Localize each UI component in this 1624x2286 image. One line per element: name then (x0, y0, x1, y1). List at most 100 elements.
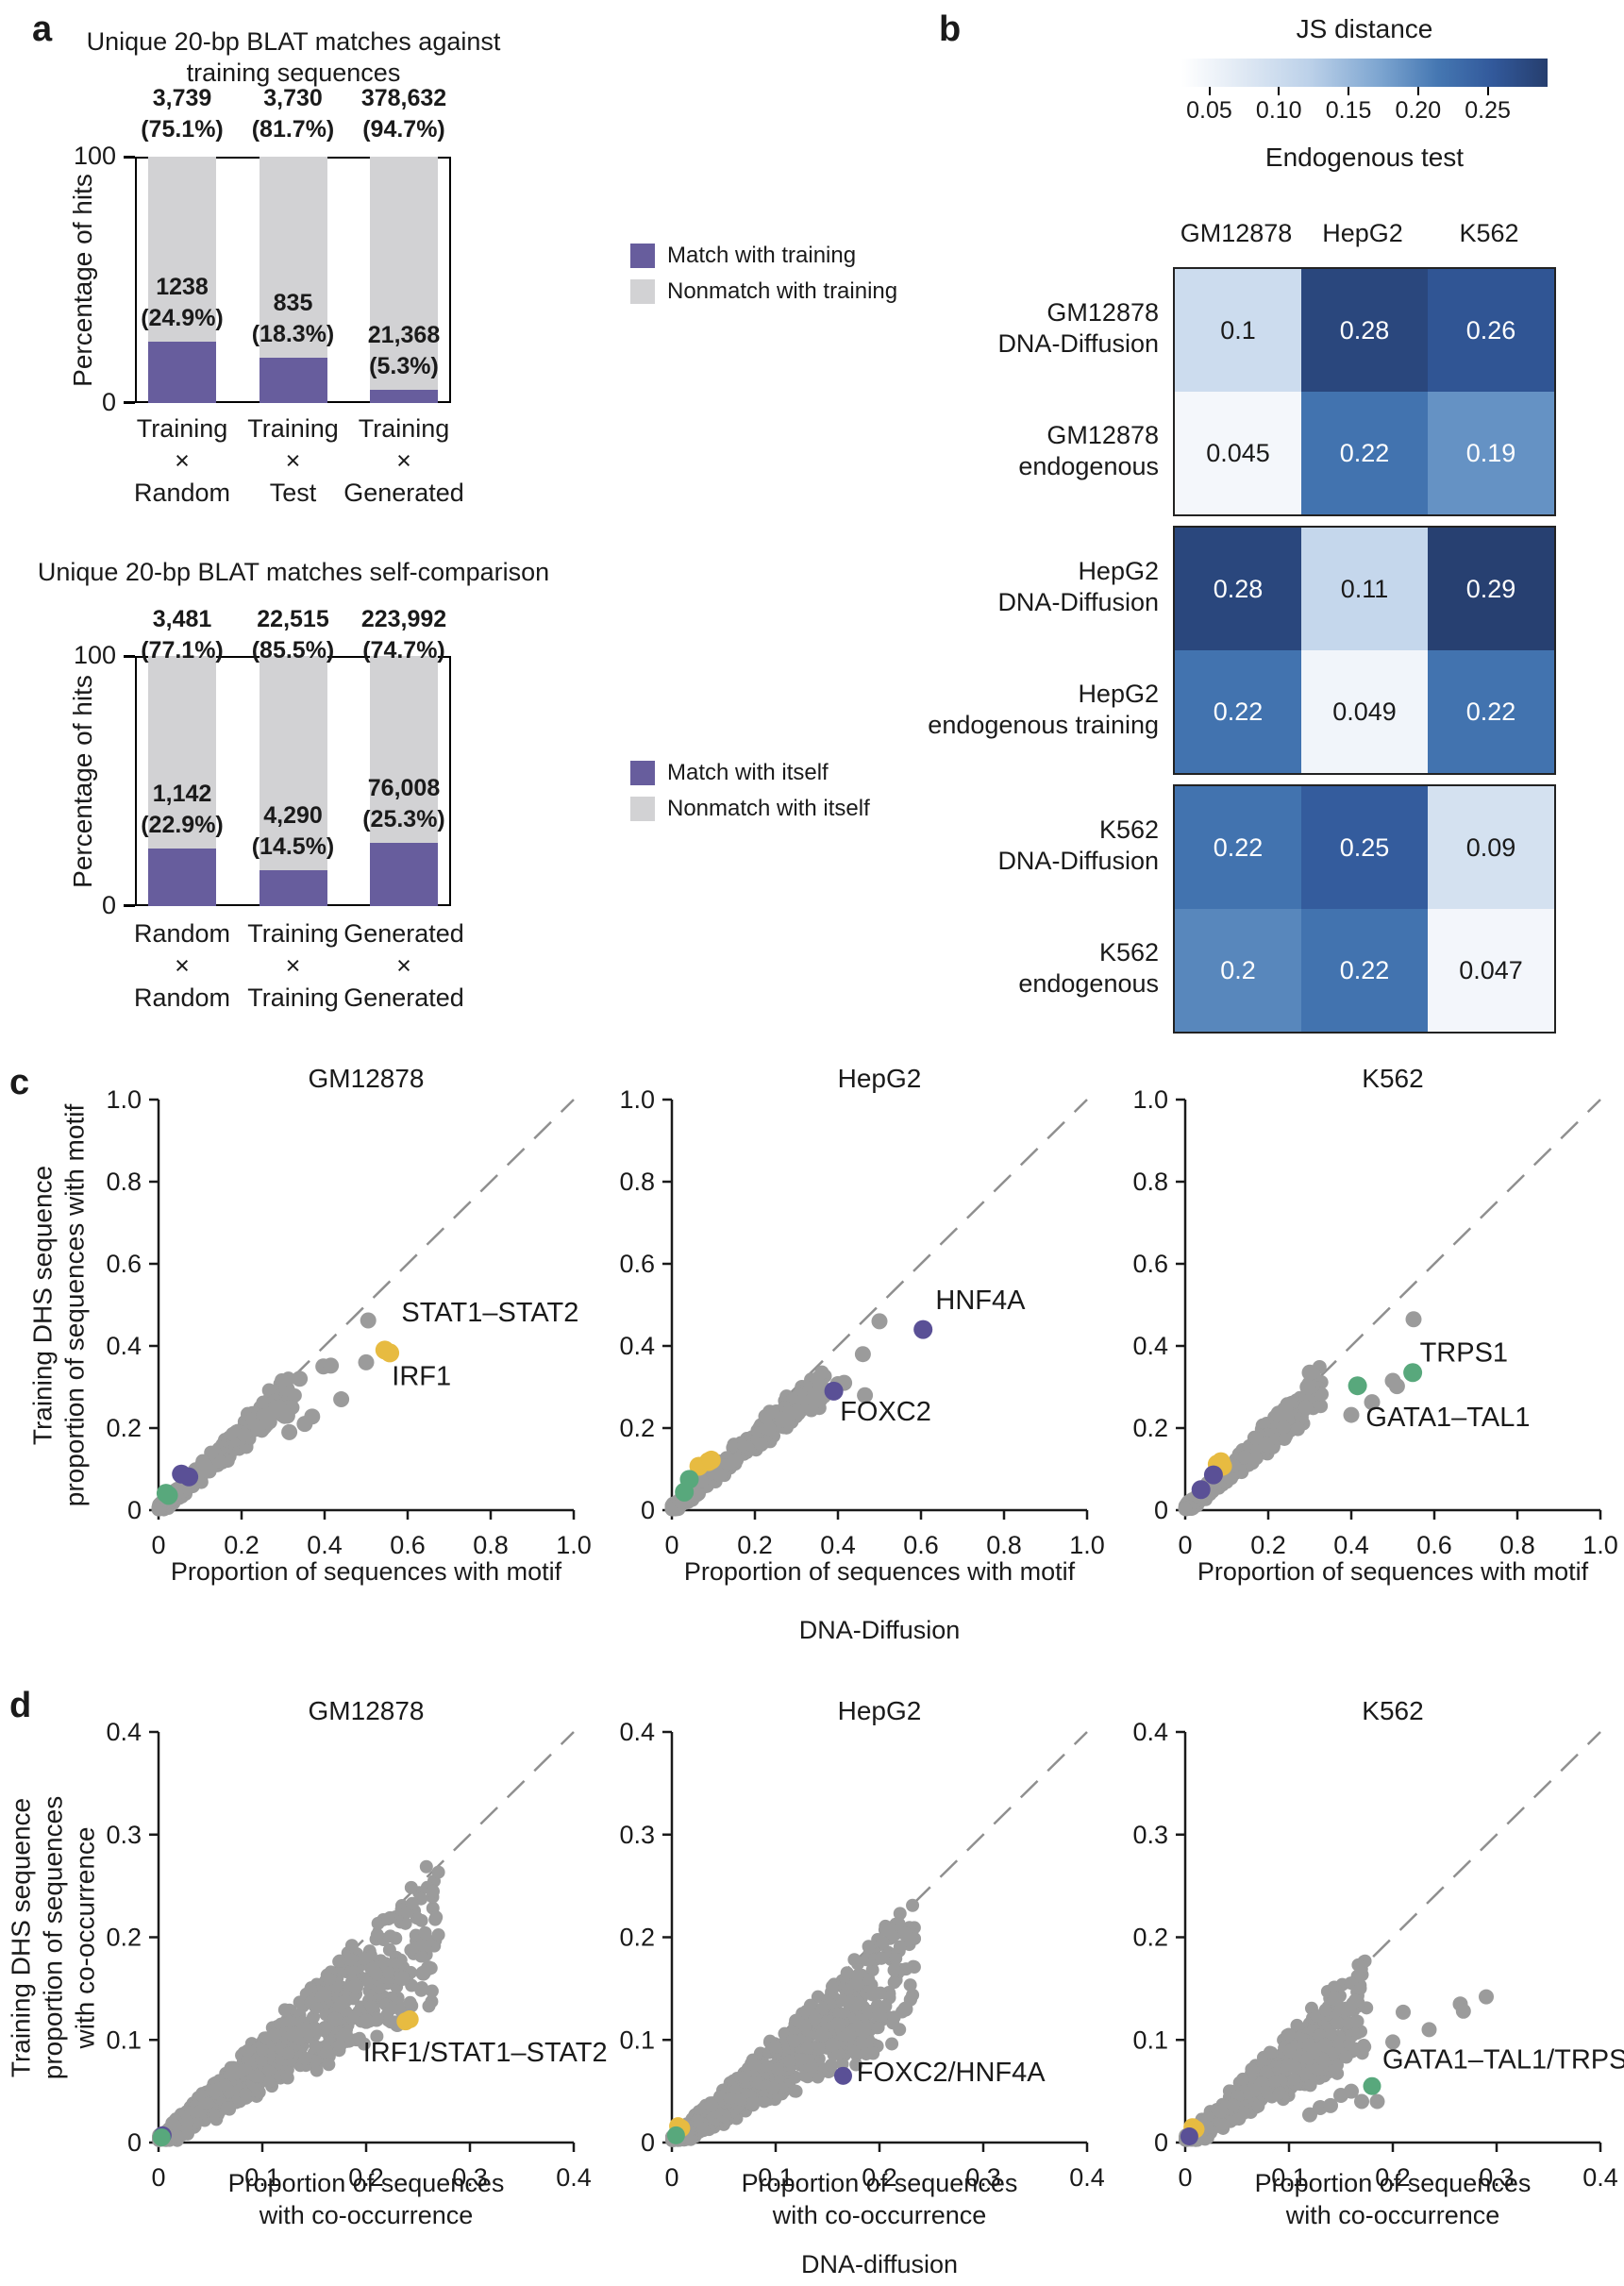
bar-match-label: 835 (18.3%) (204, 288, 383, 350)
heatmap-cell: 0.049 (1301, 650, 1428, 773)
y-tick-label: 1.0 (619, 1085, 655, 1114)
heatmap-cell: 0.11 (1301, 528, 1428, 650)
y-tick-label: 0.4 (1132, 1718, 1168, 1746)
d3-xaxis-label-line1: Proportion of sequences (1254, 2169, 1532, 2197)
y-tick-label: 0.4 (619, 1332, 655, 1360)
y-tick-label: 0 (101, 388, 116, 416)
heatmap-cell: 0.25 (1301, 786, 1428, 909)
highlighted-motif-points (675, 1319, 933, 1502)
nonmatch-training-swatch (630, 279, 655, 304)
label-line: Training DHS sequence (6, 1797, 35, 2077)
legend-label: Nonmatch with training (667, 278, 898, 304)
heatmap-row-label: GM12878 DNA-Diffusion (847, 267, 1159, 390)
highlighted-motif-points (666, 2066, 852, 2144)
label-line: (85.5%) (251, 637, 335, 664)
label-line: 1238 (156, 274, 209, 300)
label-line: K562 (1098, 938, 1159, 967)
heatmap-column-header: K562 (1459, 219, 1519, 247)
panel-c-caption: DNA-Diffusion (798, 1616, 961, 1644)
motif-annotation: GATA1–TAL1 (1365, 1403, 1530, 1433)
heatmap-cell: 0.19 (1428, 392, 1554, 514)
x-tick-label: 0.4 (1333, 1531, 1369, 1559)
label-line: × (175, 951, 190, 980)
plot-group: 00 0.1 0.1 0.2 0.2 0.3 0.3 0.4 0.4 GATA1–TAL1/TRP… (1132, 1718, 1624, 2192)
bar-total-label: 3,739 (75.1%) (78, 83, 286, 145)
bar-match-label: 76,008 (25.3%) (314, 773, 494, 835)
label-line: Test (269, 479, 317, 507)
y-tick-label: 0.6 (1132, 1250, 1168, 1278)
heatmap-row-label: K562 endogenous (847, 907, 1159, 1030)
x-tick-label: 0.8 (986, 1531, 1022, 1559)
x-tick-label: 1.0 (556, 1531, 592, 1559)
heatmap-cell: 0.22 (1175, 650, 1301, 773)
scatter-plot-HepG2: 00 0.1 0.1 0.2 0.2 0.3 0.3 0.4 0.4 FOXC2/HNF4A (619, 1718, 1104, 2192)
scatter-title: K562 (1362, 1064, 1424, 1093)
label-line: Training (358, 414, 450, 443)
y-tick-mark (124, 156, 135, 159)
x-tick-label: 0.2 (862, 2163, 897, 2192)
panel-label-d: d (9, 1686, 32, 1725)
highlighted-motif-points (156, 1340, 400, 1505)
bar-match-label: 1238 (24.9%) (92, 272, 272, 334)
bar-segment-match (148, 849, 216, 906)
plot-group: 00 0.1 0.1 0.2 0.2 0.3 0.3 0.4 0.4 FOXC2/HNF4A (619, 1718, 1104, 2192)
label-line: DNA-Diffusion (997, 847, 1159, 875)
x-tick-label: 0.2 (1375, 2163, 1411, 2192)
label-line: Training (136, 414, 228, 443)
x-tick-label: 0.2 (737, 1531, 773, 1559)
colorbar-tick-label: 0.25 (1465, 97, 1511, 124)
x-tick-label: 0.1 (244, 2163, 280, 2192)
scatter-plot-GM12878: 00 0.2 0.2 0.4 0.4 0.6 0.6 0.8 0.8 1.0 1.0 STAT1–ST… (106, 1085, 592, 1559)
x-tick-label: 0.6 (390, 1531, 426, 1559)
label-line: HepG2 (1078, 680, 1159, 708)
x-tick-label: 0.3 (1479, 2163, 1515, 2192)
label-line: (25.3%) (362, 805, 445, 832)
y-tick-label: 0.2 (1132, 1414, 1168, 1442)
scatter-y-axis-label: Training DHS sequence proportion of seque… (26, 1100, 91, 1510)
y-tick-mark (124, 655, 135, 658)
label-line: Random (133, 479, 231, 507)
label-line: (74.7%) (362, 637, 445, 664)
y-tick-label: 0.8 (106, 1168, 142, 1196)
x-tick-label: 0 (151, 2163, 165, 2192)
heatmap-cell: 0.28 (1175, 528, 1301, 650)
bar-chart-1-title-line1: Unique 20-bp BLAT matches against (86, 27, 501, 56)
y-tick-label: 0 (1154, 2128, 1168, 2157)
label-line: (18.3%) (251, 321, 335, 348)
legend-label: Match with itself (667, 760, 829, 785)
label-line: (22.9%) (141, 812, 224, 839)
y-tick-label: 1.0 (1132, 1085, 1168, 1114)
label-line: Generated (343, 479, 464, 507)
y-tick-label: 0 (127, 1496, 142, 1524)
label-line: 4,290 (263, 801, 323, 829)
label-line: 378,632 (360, 85, 447, 111)
label-line: 21,368 (367, 322, 441, 349)
y-tick-label: 0 (641, 2128, 655, 2157)
heatmap-cell: 0.2 (1175, 909, 1301, 1032)
x-tick-label: 1.0 (1582, 1531, 1618, 1559)
bar-chart-1-title-line2: training sequences (186, 59, 401, 87)
x-tick-label: 0.6 (903, 1531, 939, 1559)
bar-segment-nonmatch (370, 656, 438, 843)
y-tick-label: 0.3 (106, 1821, 142, 1849)
gray-outlier-points (814, 1996, 913, 2053)
heatmap-block: 0.28 0.11 0.29 0.22 0.049 0.22 (1173, 526, 1556, 775)
motif-annotation: GATA1–TAL1/TRPS1 (1382, 2045, 1624, 2076)
gray-outlier-points (250, 1312, 377, 1440)
y-tick-label: 0.8 (1132, 1168, 1168, 1196)
colorbar-tick-label: 0.20 (1395, 97, 1442, 124)
bar-match-label: 21,368 (5.3%) (314, 320, 494, 382)
match-itself-swatch (630, 761, 655, 785)
label-line: DNA-Diffusion (997, 588, 1159, 616)
colorbar-tick-mark (1208, 87, 1211, 95)
label-line: (5.3%) (369, 353, 439, 380)
label-line: 22,515 (257, 606, 329, 632)
y-tick-label: 0.6 (106, 1250, 142, 1278)
label-line: × (285, 446, 301, 475)
bar-x-tick-label: Generated × Generated (300, 917, 508, 1014)
motif-annotation: STAT1–STAT2 (401, 1298, 578, 1328)
label-line: Training (247, 919, 339, 948)
colorbar-tick-mark (1486, 87, 1489, 95)
label-line: 835 (273, 290, 313, 317)
colorbar-tick-label: 0.10 (1255, 97, 1302, 124)
